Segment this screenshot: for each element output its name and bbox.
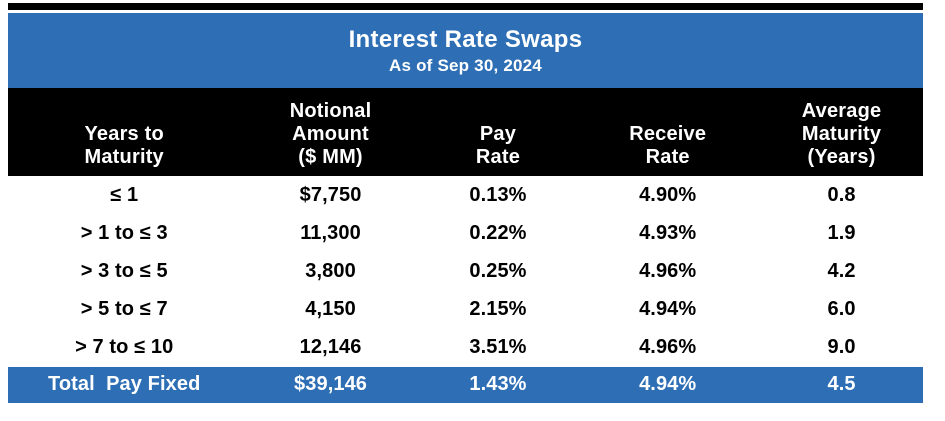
total-receive-rate: 4.94% — [639, 373, 697, 396]
cell-average-maturity: 1.9 — [827, 221, 856, 244]
column-header-pay-rate: Pay Rate — [475, 123, 521, 168]
table-body: ≤ 1 $7,750 0.13% 4.90% 0.8 > 1 to ≤ 3 11… — [8, 176, 923, 367]
table-row: > 7 to ≤ 10 12,146 3.51% 4.96% 9.0 — [8, 329, 923, 367]
cell-notional-amount: 4,150 — [305, 298, 356, 321]
column-header-years-to-maturity: Years to Maturity — [84, 123, 164, 168]
cell-average-maturity: 6.0 — [827, 298, 856, 321]
cell-average-maturity: 9.0 — [827, 336, 856, 359]
cell-receive-rate: 4.90% — [639, 183, 697, 206]
cell-average-maturity: 4.2 — [827, 259, 856, 282]
table-subtitle: As of Sep 30, 2024 — [389, 55, 542, 75]
cell-receive-rate: 4.96% — [639, 259, 697, 282]
cell-pay-rate: 3.51% — [469, 336, 527, 359]
total-average-maturity: 4.5 — [827, 373, 856, 396]
table-row: > 5 to ≤ 7 4,150 2.15% 4.94% 6.0 — [8, 291, 923, 329]
cell-receive-rate: 4.93% — [639, 221, 697, 244]
total-pay-rate: 1.43% — [469, 373, 527, 396]
table-row: ≤ 1 $7,750 0.13% 4.90% 0.8 — [8, 176, 923, 214]
cell-notional-amount: 12,146 — [299, 336, 362, 359]
cell-years-to-maturity: > 7 to ≤ 10 — [75, 336, 174, 359]
table-title-band: Interest Rate Swaps As of Sep 30, 2024 — [8, 13, 923, 88]
cell-receive-rate: 4.96% — [639, 336, 697, 359]
cell-pay-rate: 0.13% — [469, 183, 527, 206]
cell-receive-rate: 4.94% — [639, 298, 697, 321]
total-row: Total Pay Fixed $39,146 1.43% 4.94% 4.5 — [8, 366, 923, 403]
cell-pay-rate: 0.25% — [469, 259, 527, 282]
cell-years-to-maturity: > 1 to ≤ 3 — [80, 221, 168, 244]
column-header-average-maturity: Average Maturity (Years) — [801, 100, 882, 168]
column-header-row: Years to Maturity Notional Amount ($ MM)… — [8, 88, 923, 176]
table-row: > 1 to ≤ 3 11,300 0.22% 4.93% 1.9 — [8, 214, 923, 252]
total-notional-amount: $39,146 — [294, 373, 368, 396]
column-header-notional-amount: Notional Amount ($ MM) — [289, 100, 372, 168]
table-row: > 3 to ≤ 5 3,800 0.25% 4.96% 4.2 — [8, 252, 923, 290]
cell-pay-rate: 0.22% — [469, 221, 527, 244]
total-row-label: Total Pay Fixed — [48, 373, 201, 396]
top-divider-bar — [8, 3, 923, 10]
cell-years-to-maturity: > 5 to ≤ 7 — [80, 298, 168, 321]
interest-rate-swaps-table: Interest Rate Swaps As of Sep 30, 2024 Y… — [8, 13, 923, 403]
cell-pay-rate: 2.15% — [469, 298, 527, 321]
cell-notional-amount: 11,300 — [300, 221, 361, 244]
cell-years-to-maturity: ≤ 1 — [110, 183, 139, 206]
cell-average-maturity: 0.8 — [827, 183, 856, 206]
cell-notional-amount: 3,800 — [305, 259, 356, 282]
cell-years-to-maturity: > 3 to ≤ 5 — [80, 259, 168, 282]
cell-notional-amount: $7,750 — [299, 183, 362, 206]
column-header-receive-rate: Receive Rate — [629, 123, 707, 168]
table-title: Interest Rate Swaps — [348, 25, 583, 53]
